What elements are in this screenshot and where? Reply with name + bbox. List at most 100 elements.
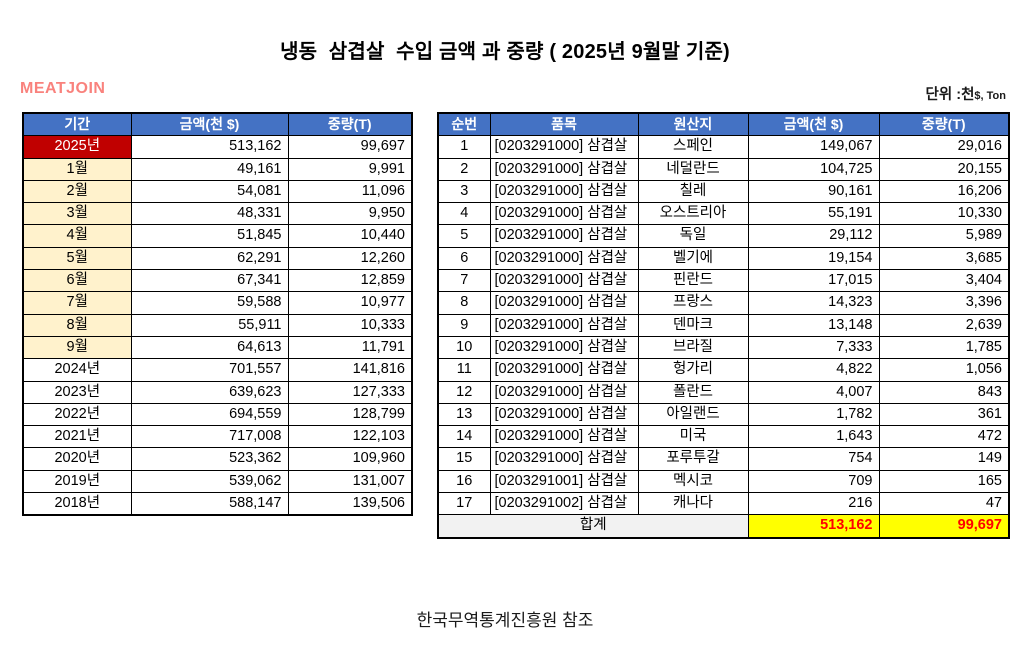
origin-weight-cell: 361 — [878, 402, 1010, 427]
period-table-body: 2025년 513,162 99,697 1월 49,161 9,991 2월 54,081 1… — [22, 135, 413, 516]
origin-weight-cell: 3,404 — [878, 269, 1010, 293]
period-row: 2021년 717,008 122,103 — [22, 425, 413, 449]
origin-row: 10 [0203291000] 삼겹살 브라질 7,333 1,785 — [437, 335, 1010, 360]
period-weight-cell: 122,103 — [287, 425, 413, 449]
period-weight-cell: 99,697 — [287, 135, 413, 159]
origin-item-cell: [0203291001] 삼겹살 — [489, 469, 639, 494]
period-amount-cell: 51,845 — [130, 224, 289, 248]
period-cell: 2019년 — [22, 469, 132, 494]
period-table: 기간 금액(천 $) 중량(T) 2025년 513,162 99,697 1월 49,16… — [22, 112, 413, 517]
origin-item-cell: [0203291000] 삼겹살 — [489, 246, 639, 271]
origin-amount-cell: 55,191 — [747, 202, 880, 226]
origin-weight-cell: 149 — [878, 447, 1010, 471]
origin-no-cell: 16 — [437, 469, 491, 494]
origin-country-cell: 스페인 — [637, 135, 749, 159]
period-row: 2019년 539,062 131,007 — [22, 469, 413, 494]
origin-no-cell: 5 — [437, 224, 491, 248]
origin-amount-cell: 4,007 — [747, 380, 880, 404]
period-weight-cell: 109,960 — [287, 447, 413, 471]
origin-row: 7 [0203291000] 삼겹살 핀란드 17,015 3,404 — [437, 269, 1010, 293]
period-row: 5월 62,291 12,260 — [22, 246, 413, 271]
page-title: 냉동 삼겹살 수입 금액 과 중량 ( 2025년 9월말 기준) — [280, 41, 730, 63]
period-row: 2023년 639,623 127,333 — [22, 380, 413, 404]
period-column-header: 기간 — [22, 112, 132, 137]
origin-amount-cell: 13,148 — [747, 313, 880, 337]
period-weight-cell: 12,859 — [287, 269, 413, 293]
period-cell: 9월 — [22, 335, 132, 360]
period-amount-cell: 588,147 — [130, 492, 289, 516]
origin-item-cell: [0203291002] 삼겹살 — [489, 492, 639, 516]
origin-item-cell: [0203291000] 삼겹살 — [489, 380, 639, 404]
period-cell: 3월 — [22, 202, 132, 226]
origin-total-row: 합계 513,162 99,697 — [437, 514, 1010, 539]
origin-item-cell: [0203291000] 삼겹살 — [489, 358, 639, 382]
period-amount-cell: 717,008 — [130, 425, 289, 449]
period-cell: 5월 — [22, 246, 132, 271]
origin-table-body: 1 [0203291000] 삼겹살 스페인 149,067 29,016 2 [02032… — [437, 135, 1010, 539]
origin-no-cell: 7 — [437, 269, 491, 293]
period-amount-cell: 59,588 — [130, 291, 289, 315]
period-row: 9월 64,613 11,791 — [22, 335, 413, 360]
period-amount-cell: 67,341 — [130, 269, 289, 293]
period-weight-cell: 12,260 — [287, 246, 413, 271]
unit-label: 단위 :천$, Ton — [926, 83, 1006, 104]
origin-column-header: 순번 — [437, 112, 491, 137]
origin-header-row: 순번 품목 원산지 금액(천 $) 중량(T) — [437, 112, 1010, 137]
period-cell: 2021년 — [22, 425, 132, 449]
unit-suffix: $, Ton — [974, 90, 1006, 102]
origin-weight-cell: 1,056 — [878, 358, 1010, 382]
origin-item-cell: [0203291000] 삼겹살 — [489, 313, 639, 337]
origin-country-cell: 핀란드 — [637, 269, 749, 293]
origin-row: 6 [0203291000] 삼겹살 벨기에 19,154 3,685 — [437, 246, 1010, 271]
period-cell: 2020년 — [22, 447, 132, 471]
brand-logo: MEATJOIN — [20, 80, 106, 97]
source-note: 한국무역통계진흥원 참조 — [416, 611, 594, 630]
origin-no-cell: 8 — [437, 291, 491, 315]
origin-amount-cell: 754 — [747, 447, 880, 471]
origin-country-cell: 미국 — [637, 425, 749, 449]
origin-weight-cell: 1,785 — [878, 335, 1010, 360]
origin-country-cell: 캐나다 — [637, 492, 749, 516]
origin-amount-cell: 1,643 — [747, 425, 880, 449]
period-cell: 2022년 — [22, 402, 132, 427]
period-weight-cell: 9,950 — [287, 202, 413, 226]
origin-item-cell: [0203291000] 삼겹살 — [489, 335, 639, 360]
period-amount-cell: 62,291 — [130, 246, 289, 271]
period-row: 2018년 588,147 139,506 — [22, 492, 413, 516]
origin-row: 12 [0203291000] 삼겹살 폴란드 4,007 843 — [437, 380, 1010, 404]
origin-item-cell: [0203291000] 삼겹살 — [489, 202, 639, 226]
origin-amount-cell: 90,161 — [747, 179, 880, 204]
origin-weight-cell: 2,639 — [878, 313, 1010, 337]
origin-row: 14 [0203291000] 삼겹살 미국 1,643 472 — [437, 425, 1010, 449]
origin-weight-cell: 165 — [878, 469, 1010, 494]
period-weight-cell: 9,991 — [287, 157, 413, 181]
unit-prefix: 단위 :천 — [925, 87, 975, 103]
period-header-row: 기간 금액(천 $) 중량(T) — [22, 112, 413, 137]
origin-row: 5 [0203291000] 삼겹살 독일 29,112 5,989 — [437, 224, 1010, 248]
period-row: 8월 55,911 10,333 — [22, 313, 413, 337]
origin-row: 9 [0203291000] 삼겹살 덴마크 13,148 2,639 — [437, 313, 1010, 337]
period-weight-cell: 128,799 — [287, 402, 413, 427]
origin-country-cell: 칠레 — [637, 179, 749, 204]
origin-item-cell: [0203291000] 삼겹살 — [489, 291, 639, 315]
period-cell: 1월 — [22, 157, 132, 181]
period-weight-cell: 10,333 — [287, 313, 413, 337]
origin-amount-cell: 7,333 — [747, 335, 880, 360]
origin-country-cell: 멕시코 — [637, 469, 749, 494]
period-row: 4월 51,845 10,440 — [22, 224, 413, 248]
period-cell: 6월 — [22, 269, 132, 293]
origin-no-cell: 11 — [437, 358, 491, 382]
origin-no-cell: 14 — [437, 425, 491, 449]
origin-item-cell: [0203291000] 삼겹살 — [489, 157, 639, 181]
origin-no-cell: 9 — [437, 313, 491, 337]
origin-country-cell: 독일 — [637, 224, 749, 248]
period-row: 2022년 694,559 128,799 — [22, 402, 413, 427]
total-amount-cell: 513,162 — [747, 514, 880, 539]
origin-column-header: 품목 — [489, 112, 639, 137]
origin-country-cell: 포루투갈 — [637, 447, 749, 471]
origin-item-cell: [0203291000] 삼겹살 — [489, 269, 639, 293]
period-column-header: 중량(T) — [287, 112, 413, 137]
origin-country-cell: 프랑스 — [637, 291, 749, 315]
origin-item-cell: [0203291000] 삼겹살 — [489, 224, 639, 248]
period-row: 7월 59,588 10,977 — [22, 291, 413, 315]
